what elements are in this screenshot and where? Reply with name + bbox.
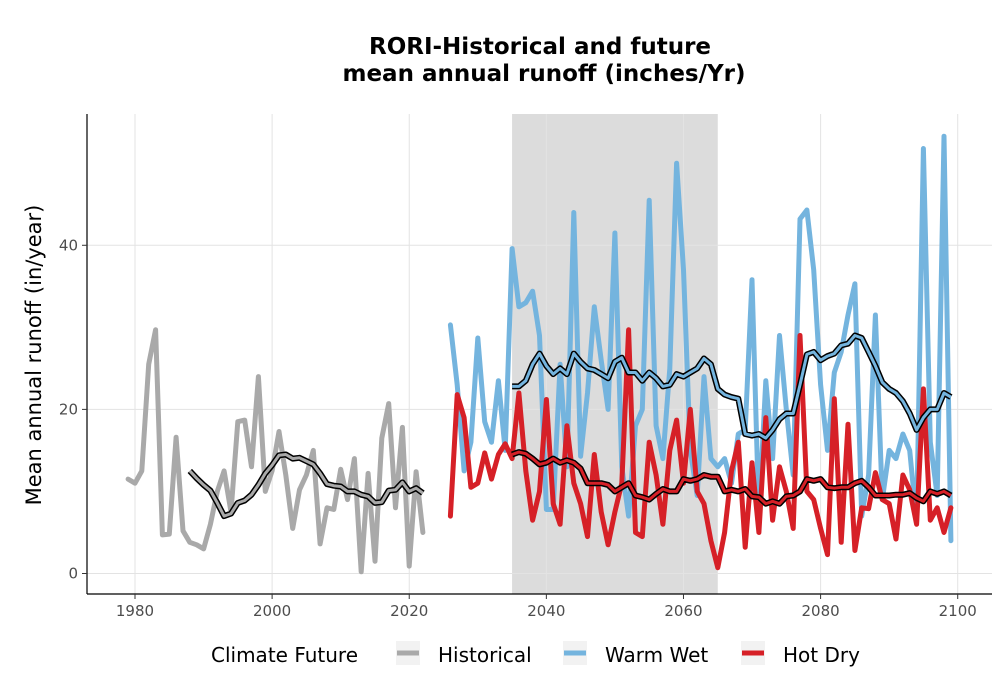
x-tick-label: 2040 <box>527 602 565 620</box>
y-tick-label: 40 <box>59 236 78 254</box>
y-axis-label: Mean annual runoff (in/year) <box>22 205 46 506</box>
warm-wet-moving-average-line <box>512 334 952 440</box>
x-tick-label: 2060 <box>664 602 702 620</box>
legend: Climate Future Historical Warm Wet Hot Dry <box>211 641 860 667</box>
y-tick-label: 20 <box>59 400 78 418</box>
chart-title: RORI-Historical and future <box>369 34 711 60</box>
x-tick-label: 2020 <box>390 602 428 620</box>
x-tick-label: 1980 <box>116 602 154 620</box>
historical-moving-average-line <box>188 453 424 518</box>
x-axis-ticks: 1980 2000 2020 2040 2060 2080 2100 <box>116 594 977 620</box>
legend-label-warm-wet: Warm Wet <box>605 643 708 667</box>
y-tick-label: 0 <box>68 564 78 582</box>
y-axis-ticks: 0 20 40 <box>59 236 87 582</box>
historical-line <box>125 327 426 575</box>
legend-label-historical: Historical <box>438 643 532 667</box>
chart-subtitle: mean annual runoff (inches/Yr) <box>342 61 745 87</box>
series-layer <box>125 133 954 575</box>
warm-wet-line <box>447 133 954 544</box>
x-tick-label: 2100 <box>939 602 977 620</box>
hot-dry-moving-average-line <box>511 450 952 506</box>
gridlines <box>87 114 992 594</box>
legend-title: Climate Future <box>211 643 358 667</box>
x-tick-label: 2000 <box>253 602 291 620</box>
hot-dry-line <box>447 327 954 571</box>
legend-label-hot-dry: Hot Dry <box>783 643 860 667</box>
plot-area <box>87 114 992 594</box>
x-tick-label: 2080 <box>802 602 840 620</box>
